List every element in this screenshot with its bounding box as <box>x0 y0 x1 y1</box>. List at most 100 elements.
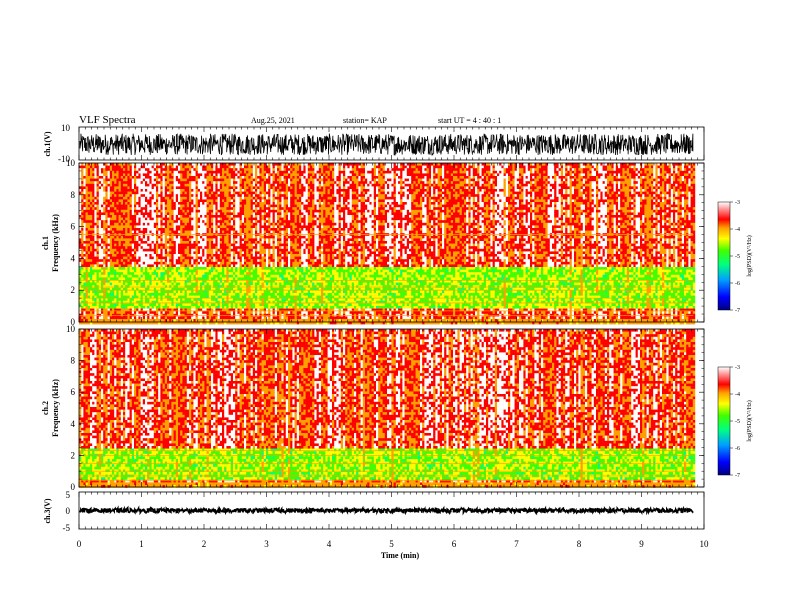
spectrogram-cell <box>112 298 114 301</box>
spectrogram-cell <box>90 202 92 205</box>
ch1-spectrogram-panel: 0246810 ch.1 Frequency (kHz) <box>41 158 704 327</box>
spectrogram-cell <box>92 241 94 244</box>
spectrogram-cell <box>110 244 112 247</box>
spectrogram-cell <box>116 202 118 205</box>
spectrogram-cell <box>81 314 83 317</box>
spectrogram-cell <box>81 223 83 226</box>
spectrogram-cell <box>81 228 83 231</box>
spectrogram-cell <box>105 275 107 278</box>
spectrogram-cell <box>97 192 99 195</box>
spectrogram-cell <box>108 275 110 278</box>
spectrogram-cell <box>86 259 88 262</box>
spectrogram-cell <box>110 176 112 179</box>
spectrogram-cell <box>97 262 99 265</box>
spectrogram-cell <box>97 236 99 239</box>
station-label: station= KAP <box>343 116 387 125</box>
date-label: Aug.25, 2021 <box>251 116 295 125</box>
spectrogram-cell <box>103 176 105 179</box>
spectrogram-cell <box>94 225 96 228</box>
spectrogram-cell <box>114 290 116 293</box>
spectrogram-cell <box>103 241 105 244</box>
spectrogram-cell <box>81 168 83 171</box>
spectrogram-cell <box>112 218 114 221</box>
spectrogram-cell <box>90 285 92 288</box>
spectrogram-cell <box>101 293 103 296</box>
spectrogram-cell <box>114 262 116 265</box>
spectrogram-cell <box>101 192 103 195</box>
spectrogram-cell <box>110 277 112 280</box>
spectrogram-cell <box>86 306 88 309</box>
spectrogram-cell <box>110 303 112 306</box>
spectrogram-cell <box>99 283 101 286</box>
spectrogram-cell <box>83 298 85 301</box>
spectrogram-cell <box>94 267 96 270</box>
spectrogram-cell <box>97 197 99 200</box>
spectrogram-cell <box>105 319 107 322</box>
spectrogram-cell <box>94 236 96 239</box>
spectrogram-cell <box>114 210 116 213</box>
spectrogram-cell <box>97 218 99 221</box>
spectrogram-cell <box>105 199 107 202</box>
spectrogram-cell <box>99 306 101 309</box>
spectrogram-cell <box>103 166 105 169</box>
spectrogram-cell <box>103 168 105 171</box>
spectrogram-cell <box>94 251 96 254</box>
spectrogram-cell <box>110 171 112 174</box>
spectrogram-cell <box>101 316 103 319</box>
spectrogram-cell <box>83 218 85 221</box>
spectrogram-cell <box>112 186 114 189</box>
spectrogram-cell <box>97 298 99 301</box>
spectrogram-cell <box>94 189 96 192</box>
spectrogram-cell <box>97 241 99 244</box>
spectrogram-cell <box>114 171 116 174</box>
spectrogram-cell <box>81 272 83 275</box>
spectrogram-cell <box>105 202 107 205</box>
spectrogram-cell <box>83 231 85 234</box>
spectrogram-cell <box>108 218 110 221</box>
spectrogram-cell <box>105 285 107 288</box>
spectrogram-cell <box>108 223 110 226</box>
spectrogram-cell <box>97 228 99 231</box>
spectrogram-cell <box>81 311 83 314</box>
spectrogram-cell <box>88 246 90 249</box>
spectrogram-cell <box>97 306 99 309</box>
spectrogram-cell <box>92 228 94 231</box>
spectrogram-cell <box>103 303 105 306</box>
spectrogram-cell <box>110 173 112 176</box>
spectrogram-cell <box>99 194 101 197</box>
spectrogram-cell <box>112 220 114 223</box>
spectrogram-cell <box>86 254 88 257</box>
spectrogram-cell <box>86 316 88 319</box>
spectrogram-cell <box>94 207 96 210</box>
spectrogram-cell <box>110 220 112 223</box>
spectrogram-cell <box>92 306 94 309</box>
spectrogram-cell <box>99 254 101 257</box>
spectrogram-cell <box>105 210 107 213</box>
spectrogram-cell <box>83 189 85 192</box>
spectrogram-cell <box>103 306 105 309</box>
spectrogram-cell <box>112 241 114 244</box>
spectrogram-cell <box>108 246 110 249</box>
spectrogram-cell <box>92 251 94 254</box>
spectrogram-cell <box>116 220 118 223</box>
spectrogram-cell <box>81 210 83 213</box>
spectrogram-cell <box>88 218 90 221</box>
spectrogram-cell <box>97 257 99 260</box>
spectrogram-cell <box>103 179 105 182</box>
spectrogram-cell <box>92 210 94 213</box>
spectrogram-cell <box>112 212 114 215</box>
spectrogram-cell <box>90 223 92 226</box>
spectrogram-cell <box>83 181 85 184</box>
spectrogram-cell <box>108 186 110 189</box>
spectrogram-cell <box>90 257 92 260</box>
spectrogram-cell <box>83 262 85 265</box>
spectrogram-cell <box>86 179 88 182</box>
spectrogram-cell <box>103 173 105 176</box>
spectrogram-cell <box>88 189 90 192</box>
spectrogram-cell <box>88 238 90 241</box>
spectrogram-cell <box>110 218 112 221</box>
spectrogram-cell <box>83 272 85 275</box>
spectrogram-cell <box>114 228 116 231</box>
spectrogram-cell <box>88 275 90 278</box>
spectrogram-cell <box>114 223 116 226</box>
